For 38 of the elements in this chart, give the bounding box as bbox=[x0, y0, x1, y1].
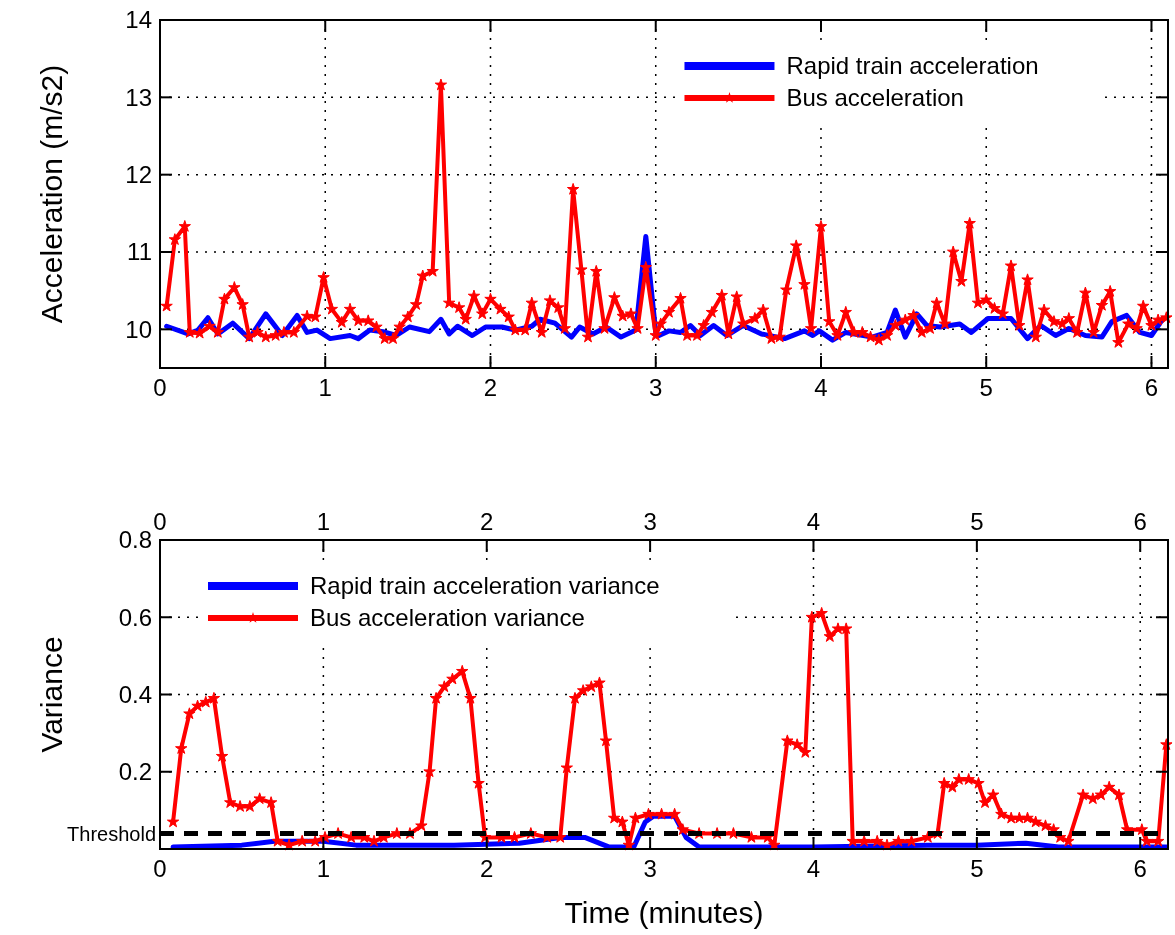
x-tick-label: 4 bbox=[814, 374, 828, 401]
y-tick-label: 13 bbox=[125, 83, 152, 111]
legend-label: Rapid train acceleration variance bbox=[310, 572, 660, 600]
x-tick-label: 5 bbox=[979, 374, 993, 401]
x-tick-label: 3 bbox=[643, 508, 657, 535]
y-tick-label: 14 bbox=[125, 6, 152, 34]
x-axis-title: Time (minutes) bbox=[564, 896, 764, 929]
x-tick-label: 1 bbox=[318, 374, 332, 401]
x2-tick-label: 0 bbox=[153, 855, 167, 882]
x2-tick-label: 2 bbox=[480, 855, 494, 882]
y-tick-label: 0.6 bbox=[118, 603, 152, 631]
x-tick-label: 6 bbox=[1133, 508, 1147, 535]
x-tick-label: 2 bbox=[480, 508, 494, 535]
x2-tick-label: 1 bbox=[316, 855, 331, 882]
x-tick-label: 0 bbox=[153, 374, 167, 401]
y-axis-title: Acceleration (m/s2) bbox=[35, 64, 68, 324]
x-tick-label: 1 bbox=[316, 508, 331, 535]
y-axis-title: Variance bbox=[35, 636, 68, 753]
x-tick-label: 0 bbox=[153, 508, 167, 535]
legend-label: Bus acceleration bbox=[786, 84, 964, 112]
y-tick-label: 0.2 bbox=[118, 758, 152, 786]
ref-line-label: Threshold bbox=[67, 822, 156, 845]
y-tick-label: 12 bbox=[125, 161, 152, 189]
y-tick-label: 0.4 bbox=[118, 680, 152, 708]
y-tick-label: 10 bbox=[125, 315, 152, 343]
x2-tick-label: 5 bbox=[970, 855, 984, 882]
x2-tick-label: 4 bbox=[806, 855, 821, 882]
y-tick-label: 11 bbox=[127, 238, 152, 266]
x-tick-label: 5 bbox=[970, 508, 984, 535]
legend-label: Bus acceleration variance bbox=[310, 604, 585, 632]
x-tick-label: 3 bbox=[649, 374, 663, 401]
x-tick-label: 4 bbox=[806, 508, 821, 535]
x-tick-label: 2 bbox=[483, 374, 498, 401]
legend-label: Rapid train acceleration bbox=[786, 52, 1039, 80]
x2-tick-label: 6 bbox=[1133, 855, 1147, 882]
x2-tick-label: 3 bbox=[643, 855, 657, 882]
y-tick-label: 0.8 bbox=[118, 526, 152, 554]
x-tick-label: 6 bbox=[1144, 374, 1159, 401]
